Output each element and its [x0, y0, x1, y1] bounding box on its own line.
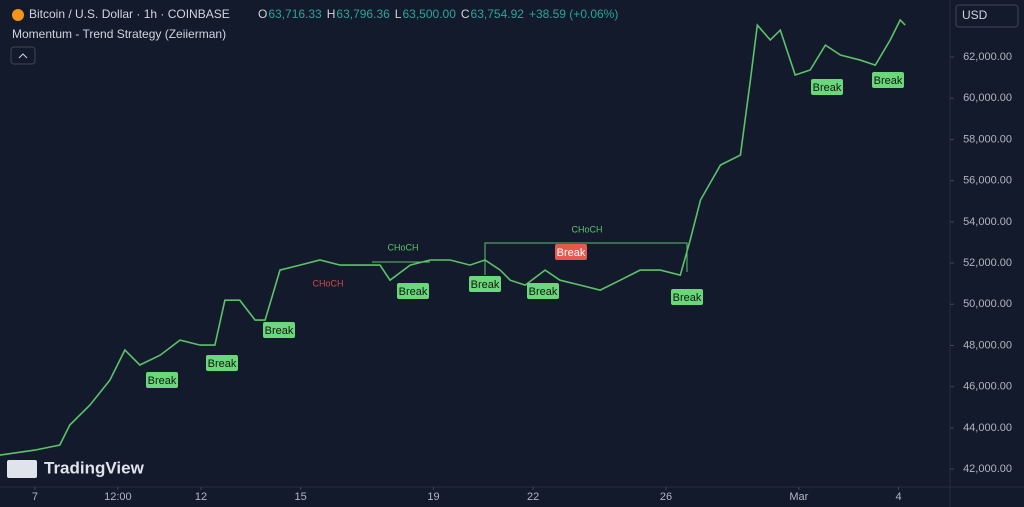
ohlc-label: O: [258, 7, 267, 21]
ohlc-label: H: [327, 7, 336, 21]
y-tick-label: 44,000.00: [963, 422, 1012, 434]
ohlc: O 63,716.33 H 63,796.36 L 63,500.00 C 63,754.92…: [258, 7, 618, 21]
ohlc-value: 63,500.00: [402, 7, 456, 21]
logo-icon: [7, 460, 37, 478]
y-tick-label: 62,000.00: [963, 51, 1012, 63]
break-label: Break: [399, 286, 428, 298]
currency-box[interactable]: [955, 4, 1019, 28]
break-label-bg: [527, 283, 559, 299]
y-tick-label: 50,000.00: [963, 298, 1012, 310]
y-tick-label: 48,000.00: [963, 339, 1012, 351]
y-tick-label: 46,000.00: [963, 381, 1012, 393]
x-tick-label: 22: [527, 491, 539, 503]
x-tick-label: Mar: [789, 491, 808, 503]
symbol: Bitcoin / U.S. Dollar · 1h · COINBASE: [29, 7, 230, 21]
break-label: Break: [874, 75, 903, 87]
ohlc-label: C: [461, 7, 470, 21]
coin-icon: [12, 9, 24, 21]
break-label: Break: [673, 292, 702, 304]
ohlc-label: L: [395, 7, 402, 21]
y-tick-label: 42,000.00: [963, 463, 1012, 475]
break-label-bg: [872, 72, 904, 88]
x-tick-label: 26: [660, 491, 672, 503]
ohlc-value: 63,754.92: [471, 7, 525, 21]
x-tick-label: 4: [895, 491, 901, 503]
y-tick-label: 60,000.00: [963, 92, 1012, 104]
x-tick-label: 7: [32, 491, 38, 503]
break-label: Break: [208, 358, 237, 370]
break-label-bg: [263, 322, 295, 338]
break-label-bg: [555, 244, 587, 260]
price-line: [0, 18, 906, 456]
x-tick-label: 15: [294, 491, 306, 503]
break-label: Break: [813, 82, 842, 94]
y-tick-label: 56,000.00: [963, 175, 1012, 187]
break-label-bg: [146, 372, 178, 388]
break-label-bg: [206, 355, 238, 371]
y-tick-label: 54,000.00: [963, 216, 1012, 228]
currency: USD: [962, 8, 988, 22]
break-label-bg: [811, 79, 843, 95]
change: +38.59 (+0.06%): [529, 7, 618, 21]
y-tick-label: 52,000.00: [963, 257, 1012, 269]
break-label: Break: [529, 286, 558, 298]
collapse-button[interactable]: [10, 46, 36, 65]
break-label-bg: [671, 289, 703, 305]
break-label: Break: [471, 279, 500, 291]
choch-line: [484, 242, 688, 275]
break-label: Break: [557, 247, 586, 259]
ohlc-value: 63,796.36: [336, 7, 390, 21]
chevron: [18, 53, 28, 59]
break-label-bg: [469, 276, 501, 292]
ohlc-value: 63,716.33: [268, 7, 322, 21]
choch-label: CHoCH: [312, 278, 343, 288]
break-label: Break: [148, 375, 177, 387]
choch-label: CHoCH: [387, 242, 418, 252]
choch-label: CHoCH: [571, 224, 602, 234]
x-tick-label: 19: [427, 491, 439, 503]
x-tick-label: 12: [195, 491, 207, 503]
y-tick-label: 58,000.00: [963, 133, 1012, 145]
logo: TradingView: [44, 458, 145, 477]
break-label: Break: [265, 325, 294, 337]
indicator: Momentum - Trend Strategy (Zeiierman): [12, 27, 226, 41]
break-label-bg: [397, 283, 429, 299]
x-tick-label: 12:00: [104, 491, 132, 503]
